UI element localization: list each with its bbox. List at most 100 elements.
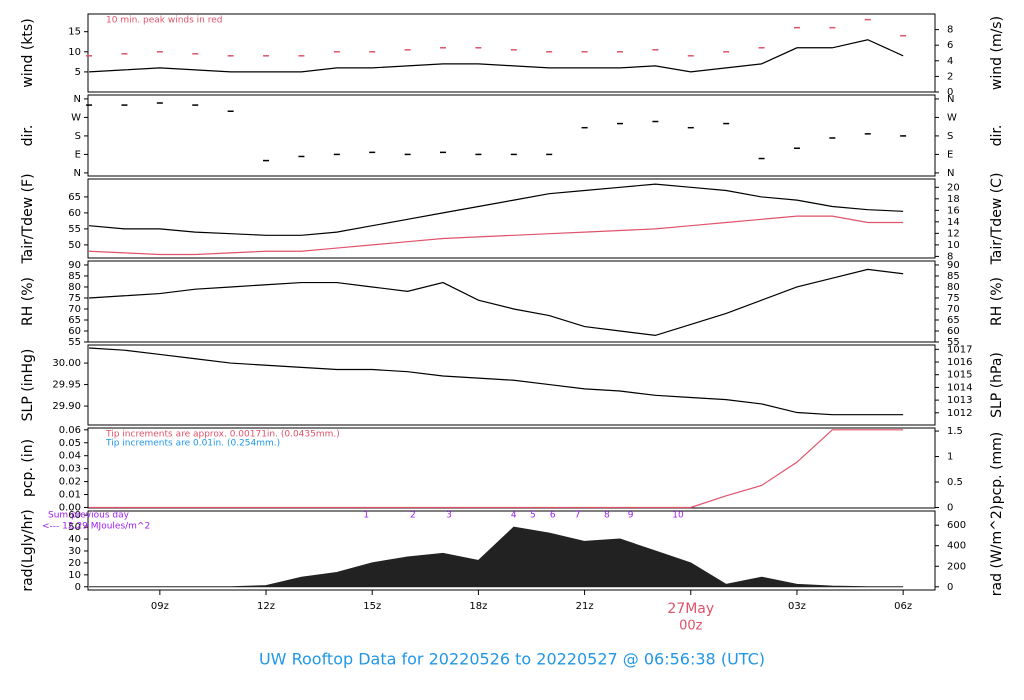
y-tick-label: 60	[68, 208, 81, 219]
x-tick-label: 03z	[788, 601, 806, 612]
y2-tick-label: 0	[947, 582, 953, 593]
series-area	[89, 526, 904, 588]
y2-tick-label: 14	[947, 217, 960, 228]
y-tick-label: 75	[68, 293, 81, 304]
y-tick-label: 55	[68, 337, 81, 348]
x-tick-label: 12z	[257, 601, 275, 612]
y-tick-label: W	[71, 112, 81, 123]
event-marker: 2	[410, 511, 416, 521]
y2-tick-label: 0.5	[947, 477, 963, 488]
y2-tick-label: 6	[947, 40, 953, 51]
y2-tick-label: 20	[947, 182, 960, 193]
y2-tick-label: 16	[947, 205, 960, 216]
event-marker: 3	[446, 511, 452, 521]
x-tick-label: 21z	[576, 601, 594, 612]
y-axis-label: wind (kts)	[20, 18, 36, 87]
y-tick-label: 30	[68, 546, 81, 557]
y2-tick-label: 1015	[947, 370, 972, 381]
y2-tick-label: 4	[947, 56, 953, 67]
y2-tick-label: 400	[947, 541, 966, 552]
y2-tick-label: 1.5	[947, 426, 963, 437]
chart-title: UW Rooftop Data for 20220526 to 20220527…	[259, 650, 765, 669]
y2-tick-label: W	[947, 112, 957, 123]
y-axis-label: rad(Lgly/hr)	[20, 509, 36, 591]
y-tick-label: 90	[68, 260, 81, 271]
event-marker: 9	[628, 511, 634, 521]
y2-tick-label: 60	[947, 326, 960, 337]
y-tick-label: E	[75, 149, 81, 160]
y2-tick-label: 18	[947, 194, 960, 205]
y2-tick-label: N	[947, 94, 954, 105]
y2-tick-label: 12	[947, 228, 960, 239]
y2-tick-label: 200	[947, 561, 966, 572]
y2-axis-label: rad (W/m^2)	[989, 505, 1005, 596]
y2-axis-label: pcp. (mm)	[989, 432, 1005, 505]
y-tick-label: 10	[68, 47, 81, 58]
series-line	[89, 39, 904, 73]
event-marker: 6	[550, 511, 556, 521]
event-marker: 8	[604, 511, 610, 521]
y2-axis-label: RH (%)	[989, 277, 1005, 326]
y-tick-label: 65	[68, 315, 81, 326]
series-line	[89, 183, 904, 236]
y-tick-label: 0	[75, 582, 81, 593]
y-axis-label: SLP (inHg)	[20, 349, 36, 422]
annotation: Tip increments are 0.01in. (0.254mm.)	[105, 439, 280, 449]
y-tick-label: 0.05	[59, 438, 81, 449]
y2-tick-label: 80	[947, 282, 960, 293]
y-tick-label: S	[75, 131, 81, 142]
y2-tick-label: 65	[947, 315, 960, 326]
y-tick-label: N	[74, 94, 81, 105]
side-note: <--- 12.29 MJoules/m^2	[42, 522, 150, 532]
y2-tick-label: 75	[947, 293, 960, 304]
y2-tick-label: 2	[947, 71, 953, 82]
y-tick-label: 0.06	[59, 425, 81, 436]
side-note: Sum previous day	[48, 511, 130, 521]
y-tick-label: 50	[68, 240, 81, 251]
panel-frame	[87, 178, 936, 259]
event-marker: 7	[575, 511, 581, 521]
y-tick-label: 50	[68, 522, 81, 533]
series-line	[89, 215, 904, 256]
y2-tick-label: 10	[947, 240, 960, 251]
y2-tick-label: 0	[947, 87, 953, 98]
y-tick-label: 20	[68, 558, 81, 569]
y2-tick-label: 1014	[947, 382, 972, 393]
event-marker: 5	[530, 511, 536, 521]
annotation: 10 min. peak winds in red	[106, 16, 223, 26]
event-marker: 10	[672, 511, 684, 521]
y2-tick-label: 600	[947, 520, 966, 531]
x-tick-label: 06z	[894, 601, 912, 612]
y2-axis-label: wind (m/s)	[989, 16, 1005, 90]
y-tick-label: 80	[68, 282, 81, 293]
y-tick-label: 29.90	[52, 401, 81, 412]
y-tick-label: 0.04	[59, 451, 81, 462]
y2-axis-label: dir.	[989, 125, 1005, 147]
y-axis-label: RH (%)	[20, 277, 36, 326]
y-tick-label: 0.03	[59, 464, 81, 475]
y2-tick-label: 90	[947, 260, 960, 271]
y-tick-label: 55	[68, 224, 81, 235]
series-line	[89, 268, 904, 337]
y-tick-label: 29.95	[52, 380, 81, 391]
y2-tick-label: 85	[947, 271, 960, 282]
y-tick-label: 30.00	[52, 358, 81, 369]
y2-tick-label: 0	[947, 502, 953, 513]
panel-frame	[87, 94, 936, 177]
y2-axis-label: Tair/Tdew (C)	[989, 173, 1005, 266]
y2-axis-label: SLP (hPa)	[989, 352, 1005, 418]
x-date-label: 27May	[667, 601, 714, 617]
y-tick-label: 10	[68, 570, 81, 581]
y-axis-label: dir.	[20, 125, 36, 147]
y-tick-label: 60	[68, 510, 81, 521]
y-tick-label: 5	[75, 67, 81, 78]
annotation: Tip increments are approx. 0.00171in. (0…	[105, 430, 340, 440]
y-tick-label: N	[74, 168, 81, 179]
x-tick-label: 18z	[469, 601, 487, 612]
event-marker: 4	[511, 511, 517, 521]
y-tick-label: 0.00	[59, 502, 81, 513]
y2-tick-label: 1017	[947, 344, 972, 355]
y2-tick-label: 70	[947, 304, 960, 315]
y2-tick-label: N	[947, 168, 954, 179]
